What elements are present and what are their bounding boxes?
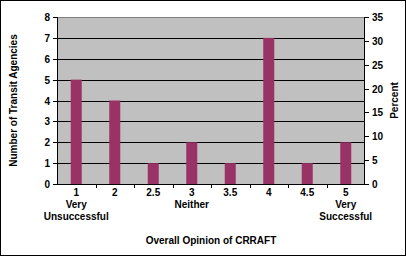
chart-root: 012345678051015202530351VeryUnsuccessful…	[0, 0, 406, 256]
y2-axis-line	[364, 17, 365, 185]
y-tick	[53, 163, 57, 164]
x-tick-label-line: 1	[73, 187, 79, 198]
y2-tick	[365, 89, 369, 90]
plot-frame	[58, 18, 365, 185]
y2-axis-title: Percent	[389, 81, 400, 118]
y2-tick	[365, 41, 369, 42]
y-tick-label: 5	[44, 75, 50, 86]
x-tick	[134, 184, 135, 188]
y-tick	[53, 59, 57, 60]
bar	[263, 38, 274, 184]
y2-tick-label: 35	[372, 12, 384, 23]
x-tick-label: 4	[266, 187, 272, 198]
x-tick-label-line: 5	[343, 187, 349, 198]
grid-line	[57, 101, 365, 102]
x-tick	[327, 184, 328, 188]
y-tick-label: 7	[44, 33, 50, 44]
grid-line	[57, 59, 365, 60]
y-tick	[53, 101, 57, 102]
y-tick-label: 3	[44, 116, 50, 127]
x-tick	[288, 184, 289, 188]
y-tick	[53, 184, 57, 185]
x-tick-label-line: Very	[335, 199, 357, 210]
y-tick-label: 1	[44, 158, 50, 169]
x-tick-label: 3Neither	[175, 187, 210, 210]
x-tick-label: 2.5	[146, 187, 160, 198]
x-tick	[96, 184, 97, 188]
y2-tick-label: 5	[372, 155, 378, 166]
x-tick-label-line: 3	[189, 187, 195, 198]
y-tick-label: 2	[44, 137, 50, 148]
y-tick-label: 0	[44, 179, 50, 190]
x-tick-label-line: 2.5	[146, 187, 160, 198]
y-tick-label: 4	[44, 96, 50, 107]
x-tick-label-line: Neither	[175, 199, 210, 210]
x-tick-label: 2	[112, 187, 118, 198]
y-tick	[53, 142, 57, 143]
x-tick-label-line: Very	[66, 199, 88, 210]
x-tick-label: 3.5	[223, 187, 237, 198]
y-axis-title: Number of Transit Agencies	[8, 34, 19, 167]
bar	[109, 101, 120, 185]
grid-line	[57, 38, 365, 39]
y2-tick-label: 0	[372, 179, 378, 190]
y-tick-label: 8	[44, 12, 50, 23]
y2-tick-label: 25	[372, 60, 384, 71]
bar	[71, 80, 82, 184]
y-tick	[53, 121, 57, 122]
y2-tick-label: 20	[372, 84, 384, 95]
x-tick-label: 5VerySuccessful	[319, 187, 372, 222]
chart-border	[1, 1, 406, 256]
y2-tick	[365, 17, 369, 18]
x-tick-label-line: Unsuccessful	[44, 211, 109, 222]
bar	[186, 142, 197, 184]
bar	[148, 163, 159, 184]
x-axis-title: Overall Opinion of CRRAFT	[146, 235, 277, 246]
plot-area	[57, 17, 365, 184]
x-tick-label-line: 2	[112, 187, 118, 198]
chart-svg: 012345678051015202530351VeryUnsuccessful…	[0, 0, 406, 256]
y2-tick	[365, 136, 369, 137]
y2-tick-label: 15	[372, 107, 384, 118]
x-tick-label: 4.5	[300, 187, 314, 198]
y-tick	[53, 17, 57, 18]
x-tick	[211, 184, 212, 188]
x-tick-label-line: 3.5	[223, 187, 237, 198]
x-tick-label-line: 4.5	[300, 187, 314, 198]
x-tick	[250, 184, 251, 188]
bar	[302, 163, 313, 184]
grid-line	[57, 163, 365, 164]
y2-tick	[365, 160, 369, 161]
y-tick	[53, 80, 57, 81]
x-tick-label-line: 4	[266, 187, 272, 198]
bar	[225, 163, 236, 184]
y2-tick	[365, 112, 369, 113]
bar	[340, 142, 351, 184]
y2-tick	[365, 65, 369, 66]
grid-line	[57, 80, 365, 81]
y-axis-line	[57, 17, 58, 185]
grid-line	[57, 142, 365, 143]
y2-tick	[365, 184, 369, 185]
y2-tick-label: 30	[372, 36, 384, 47]
x-tick-label-line: Successful	[319, 211, 372, 222]
y-tick	[53, 38, 57, 39]
grid-line	[57, 121, 365, 122]
x-tick	[173, 184, 174, 188]
x-tick-label: 1VeryUnsuccessful	[44, 187, 109, 222]
bars	[71, 38, 352, 184]
y2-tick-label: 10	[372, 131, 384, 142]
y-tick-label: 6	[44, 54, 50, 65]
